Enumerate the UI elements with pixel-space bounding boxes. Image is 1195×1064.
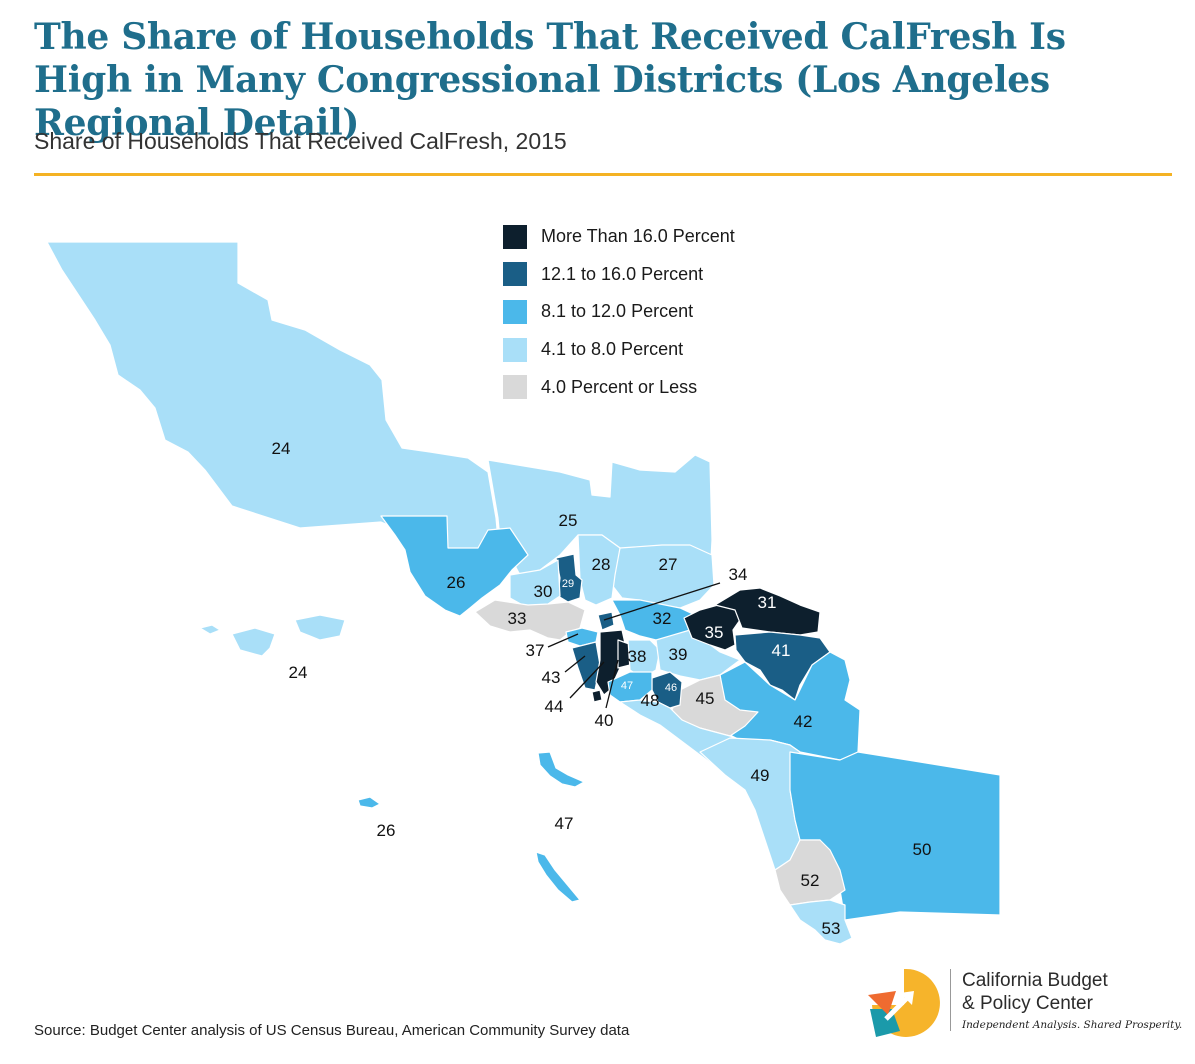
logo-divider [950,969,951,1031]
label-26: 26 [447,573,466,592]
logo-name-line1: California Budget [962,970,1108,991]
logo-name-line2: & Policy Center [962,993,1093,1014]
island-24-b [231,627,276,657]
legend-item: 4.1 to 8.0 Percent [503,331,735,369]
label-37: 37 [526,641,545,660]
leader-37 [547,633,579,648]
logo-mark-icon [868,968,940,1037]
leader-44 [569,661,605,699]
district-41 [734,631,831,701]
label-25: 25 [559,511,578,530]
legend-item: More Than 16.0 Percent [503,218,735,256]
label-42: 42 [794,712,813,731]
legend-swatch [503,375,527,400]
legend-swatch [503,262,527,287]
district-35 [683,604,741,651]
source-note: Source: Budget Center analysis of US Cen… [34,1022,630,1039]
label-32: 32 [653,609,672,628]
district-47 [607,671,653,703]
island-24-c [294,614,346,641]
label-49: 49 [751,766,770,785]
district-38 [627,639,661,679]
island-26 [357,796,381,809]
district-31 [714,587,821,636]
label-29: 29 [562,578,574,590]
label-24: 24 [272,439,291,458]
label-46: 46 [665,682,677,694]
leader-40 [605,659,619,709]
label-45: 45 [696,689,715,708]
label-38: 38 [628,647,647,666]
label-39: 39 [669,645,688,664]
legend-item: 8.1 to 12.0 Percent [503,293,735,331]
label-33: 33 [508,609,527,628]
label-47: 47 [621,680,633,692]
district-53 [789,899,853,945]
district-52 [774,839,846,906]
label-34: 34 [729,565,748,584]
label-40: 40 [595,711,614,730]
leader-43 [564,655,586,673]
chart-title: The Share of Households That Received Ca… [34,16,1066,144]
legend-item: 4.0 Percent or Less [503,368,735,406]
district-26 [380,515,529,617]
label-41: 41 [772,641,791,660]
label-48: 48 [641,691,660,710]
map-legend: More Than 16.0 Percent 12.1 to 16.0 Perc… [503,218,735,406]
island-47-b [535,851,581,903]
label-30: 30 [534,582,553,601]
legend-label: 4.0 Percent or Less [541,376,698,397]
label-31: 31 [758,593,777,612]
leader-34 [603,582,721,621]
district-49 [699,737,801,871]
district-34 [597,611,615,631]
label-24-islands: 24 [289,663,308,682]
district-46 [651,671,683,709]
legend-label: 8.1 to 12.0 Percent [541,301,694,322]
legend-label: 12.1 to 16.0 Percent [541,263,704,284]
label-53: 53 [822,919,841,938]
legend-swatch [503,299,527,324]
island-24-a [199,624,221,635]
label-44: 44 [545,697,564,716]
label-28: 28 [592,555,611,574]
legend-item: 12.1 to 16.0 Percent [503,256,735,294]
island-47-a [537,751,585,788]
legend-label: More Than 16.0 Percent [541,226,735,247]
label-52: 52 [801,871,820,890]
legend-swatch [503,337,527,362]
legend-label: 4.1 to 8.0 Percent [541,339,684,360]
label-50: 50 [913,840,932,859]
label-35: 35 [705,623,724,642]
legend-swatch [503,224,527,249]
label-26-island: 26 [377,821,396,840]
label-47-islands: 47 [555,814,574,833]
logo-tagline: Independent Analysis. Shared Prosperity. [962,1019,1183,1031]
title-divider [34,173,1172,176]
chart-subtitle: Share of Households That Received CalFre… [34,128,567,154]
organization-logo: California Budget & Policy Center Indepe… [866,965,1182,1040]
district-43 [571,641,601,691]
district-30 [509,559,561,609]
label-27: 27 [659,555,678,574]
label-43: 43 [542,668,561,687]
district-44-fragment [591,689,603,703]
